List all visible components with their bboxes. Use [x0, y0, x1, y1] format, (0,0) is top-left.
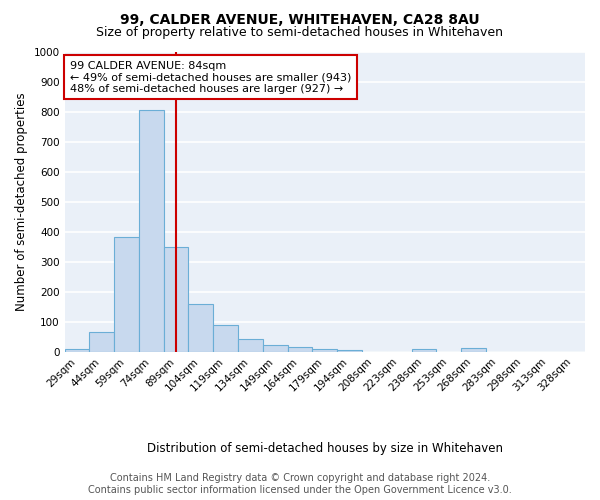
Bar	[213, 326, 238, 351]
Bar	[313, 349, 337, 352]
Bar	[188, 304, 213, 352]
Bar	[337, 350, 362, 352]
Text: 99, CALDER AVENUE, WHITEHAVEN, CA28 8AU: 99, CALDER AVENUE, WHITEHAVEN, CA28 8AU	[120, 12, 480, 26]
Bar	[263, 345, 287, 352]
Text: 99 CALDER AVENUE: 84sqm
← 49% of semi-detached houses are smaller (943)
48% of s: 99 CALDER AVENUE: 84sqm ← 49% of semi-de…	[70, 60, 351, 94]
Text: Contains HM Land Registry data © Crown copyright and database right 2024.
Contai: Contains HM Land Registry data © Crown c…	[88, 474, 512, 495]
Bar	[461, 348, 486, 352]
Bar	[238, 339, 263, 351]
X-axis label: Distribution of semi-detached houses by size in Whitehaven: Distribution of semi-detached houses by …	[147, 442, 503, 455]
Bar	[89, 332, 114, 351]
Bar	[114, 236, 139, 352]
Bar	[287, 347, 313, 352]
Bar	[412, 348, 436, 352]
Text: Size of property relative to semi-detached houses in Whitehaven: Size of property relative to semi-detach…	[97, 26, 503, 39]
Bar	[139, 110, 164, 352]
Y-axis label: Number of semi-detached properties: Number of semi-detached properties	[15, 92, 28, 311]
Bar	[65, 350, 89, 352]
Bar	[164, 246, 188, 352]
